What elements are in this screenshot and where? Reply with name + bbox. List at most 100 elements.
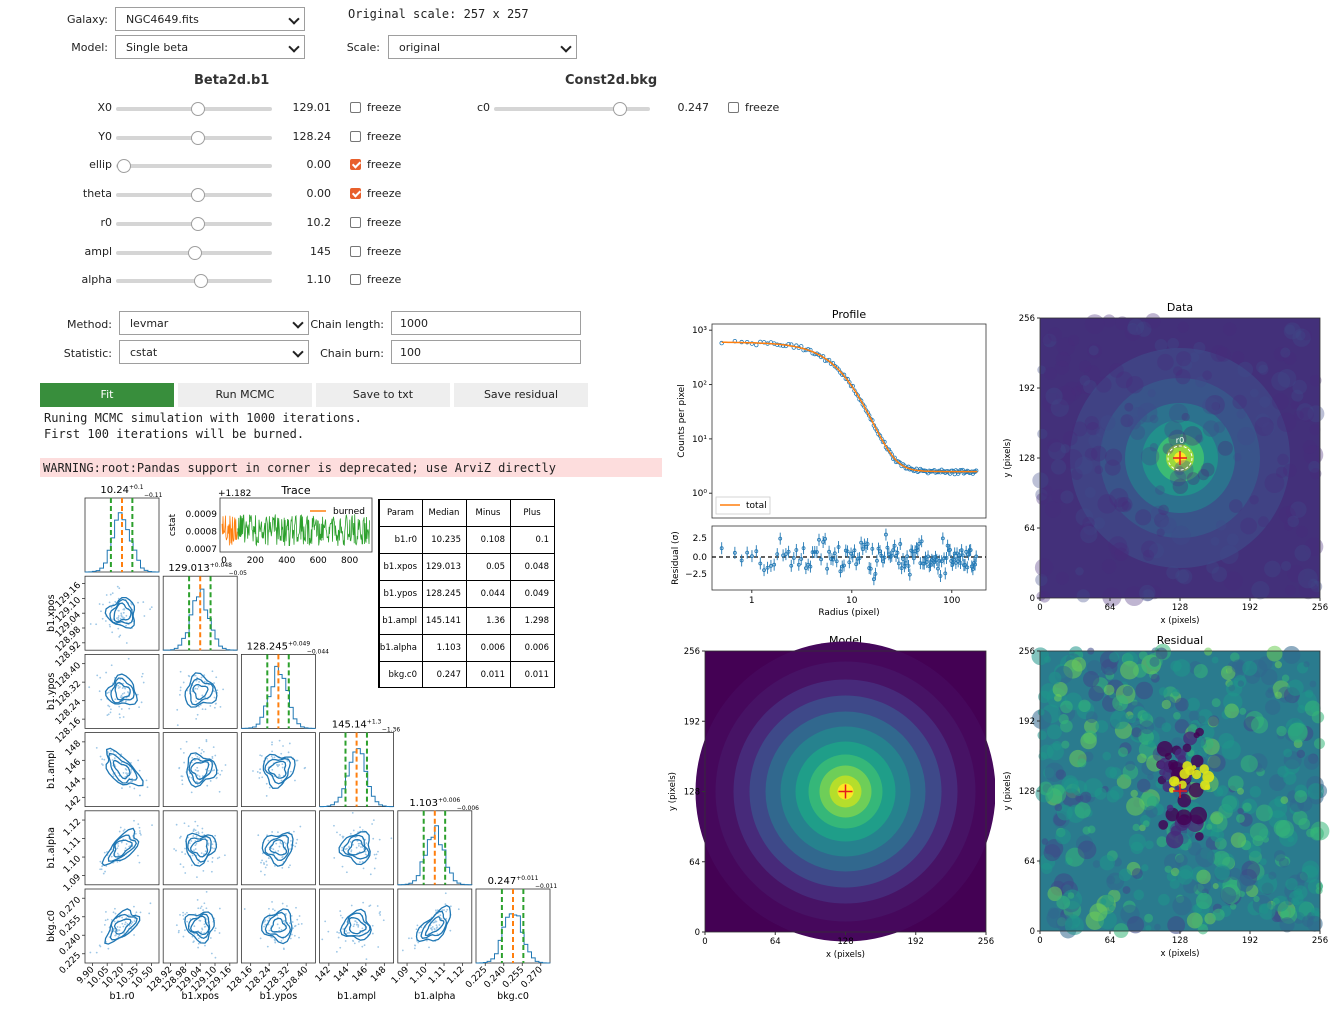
corner-title-minus-4: −0.006 (457, 805, 479, 812)
image-pixels (1032, 313, 1325, 607)
freeze-checkbox-r0[interactable] (350, 216, 361, 228)
results-table: Param Median Minus Plus b1.r0 10.235 0.108 0.1 b… (378, 499, 555, 688)
image-ytick: 192 (684, 717, 700, 727)
corner-ytick: 0.270 (58, 895, 83, 920)
chain-burn-input[interactable]: 100 (391, 340, 581, 364)
slider-handle-c0[interactable] (613, 102, 628, 116)
image-xtick: 192 (1242, 936, 1258, 946)
corner-ylabel-3: b1.ampl (46, 750, 57, 789)
table-header: Median (429, 508, 460, 518)
image-ylabel: y (pixels) (1003, 439, 1013, 478)
table-cell: b1.r0 (395, 535, 417, 545)
output-line-2: First 100 iterations will be burned. (44, 427, 305, 441)
slider-handle-ellip[interactable] (117, 159, 131, 174)
scale-select-value: original (399, 41, 441, 54)
corner-hist-4 (397, 810, 473, 886)
table-cell: 10.235 (431, 535, 461, 545)
corner-plot: 10.24+0.1−0.11129.013+0.048−0.05128.245+… (46, 484, 557, 1002)
slider-handle-ampl[interactable] (188, 245, 203, 260)
profile-legend: total (746, 501, 767, 511)
corner-ytick: 144 (64, 776, 83, 795)
freeze-checkbox-ampl[interactable] (350, 245, 361, 257)
model-select[interactable]: Single beta (115, 35, 305, 59)
slider-track-ellip[interactable] (116, 164, 272, 169)
bkg-group-title: Const2d.bkg (565, 73, 658, 88)
slider-track-c0[interactable] (494, 107, 650, 111)
freeze-checkbox-X0[interactable] (350, 102, 361, 113)
statistic-label: Statistic: (63, 347, 112, 360)
model-label: Model: (71, 41, 108, 54)
image-pixels (1031, 643, 1330, 939)
param-value-alpha: 1.10 (306, 273, 332, 287)
table-cell: 0.006 (525, 643, 549, 653)
param-label-ellip: ellip (89, 158, 112, 172)
corner-xtick: 1.11 (427, 965, 448, 986)
statistic-select-value: cstat (130, 346, 158, 359)
freeze-label-r0: freeze (367, 215, 402, 229)
method-select[interactable]: levmar (119, 311, 309, 335)
data-image-panel: Data r0 00 64 64 128 128 192 192 256 256 x (pixels)… (1003, 301, 1328, 625)
slider-handle-r0[interactable] (191, 216, 205, 231)
trace-burned-line (221, 515, 238, 546)
image-xtick: 128 (1172, 936, 1188, 946)
param-value-r0: 10.2 (306, 215, 332, 229)
output-line-1: Runing MCMC simulation with 1000 iterati… (44, 411, 362, 425)
run-mcmc-button[interactable]: Run MCMC (178, 383, 312, 407)
image-ytick: 64 (689, 858, 700, 868)
image-xlabel: x (pixels) (826, 950, 865, 960)
corner-xlabel-0: b1.r0 (109, 991, 134, 1002)
freeze-checkbox-Y0[interactable] (350, 130, 361, 142)
freeze-checkbox-c0[interactable] (728, 102, 739, 113)
profile-xlabel: Radius (pixel) (818, 608, 879, 618)
freeze-label-theta: freeze (367, 187, 402, 201)
slider-handle-theta[interactable] (191, 188, 205, 203)
freeze-checkbox-theta[interactable] (350, 188, 361, 200)
table-cell: 0.048 (525, 562, 549, 572)
table-header: Plus (523, 508, 541, 518)
param-label-Y0: Y0 (98, 129, 112, 143)
corner-ylabel-5: bkg.c0 (46, 910, 57, 942)
fit-button[interactable]: Fit (40, 383, 174, 407)
image-title: Residual (1157, 634, 1203, 647)
slider-handle-X0[interactable] (191, 102, 205, 116)
image-ytick: 192 (1019, 717, 1035, 727)
scale-label: Scale: (346, 41, 380, 54)
trace-xtick: 400 (278, 556, 295, 566)
freeze-label-Y0: freeze (367, 129, 402, 143)
freeze-checkbox-ellip[interactable] (350, 159, 361, 171)
table-header: Minus (476, 508, 501, 518)
save-residual-button[interactable]: Save residual (454, 383, 588, 407)
warning-banner: WARNING:root:Pandas support in corner is… (40, 458, 662, 477)
scale-select[interactable]: original (388, 35, 577, 59)
image-ytick: 128 (684, 788, 700, 798)
param-value-X0: 129.01 (292, 101, 332, 114)
param-value-theta: 0.00 (306, 187, 332, 201)
freeze-label-c0: freeze (745, 101, 780, 114)
corner-title-minus-0: −0.11 (144, 492, 163, 499)
corner-hist-1 (162, 575, 238, 651)
chevron-down-icon (288, 41, 300, 53)
image-ytick: 256 (1019, 314, 1035, 324)
param-row-c0: c0 0.247 freeze (430, 101, 830, 117)
corner-scatter-5-3 (319, 888, 395, 964)
table-cell: 0.011 (481, 670, 505, 680)
image-xtick: 128 (1172, 603, 1188, 613)
param-label-ampl: ampl (84, 244, 113, 258)
image-xtick: 128 (837, 937, 853, 947)
table-cell: 0.05 (486, 562, 505, 572)
slider-handle-Y0[interactable] (191, 130, 205, 145)
statistic-select[interactable]: cstat (119, 340, 309, 364)
profile-xtick: 1 (749, 596, 755, 606)
chain-length-input[interactable]: 1000 (391, 311, 581, 335)
slider-handle-alpha[interactable] (193, 274, 208, 289)
freeze-label-alpha: freeze (367, 273, 402, 287)
galaxy-select[interactable]: NGC4649.fits (115, 7, 305, 31)
corner-hist-3 (319, 732, 395, 808)
freeze-checkbox-alpha[interactable] (350, 274, 361, 286)
corner-title-1: 129.013+0.048 (168, 562, 232, 574)
corner-xlabel-5: bkg.c0 (497, 991, 529, 1002)
save-txt-button[interactable]: Save to txt (316, 383, 450, 407)
corner-ylabel-4: b1.alpha (46, 827, 57, 868)
trace-xtick: 0 (221, 556, 227, 566)
image-ytick: 0 (1030, 594, 1035, 604)
